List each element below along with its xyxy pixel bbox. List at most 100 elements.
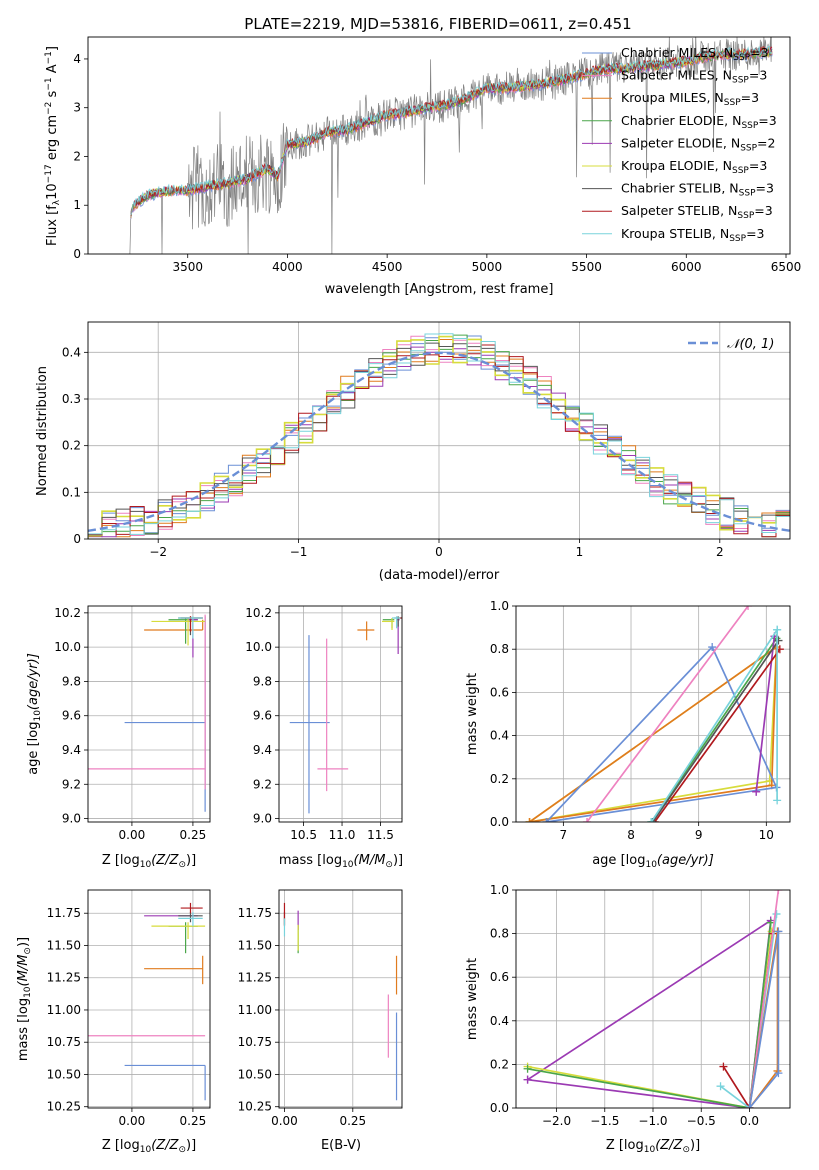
x-axis-label-part: 10 [342,860,354,870]
legend-n-label: , N [715,68,732,83]
x-tick-label: 3500 [172,260,203,274]
axes-frame [87,605,211,823]
y-tick-label: 11.00 [47,1003,81,1017]
plus-marker [752,787,761,796]
errorbar-point [144,955,204,985]
x-tick-label: 0.25 [339,1114,366,1128]
errorbar-point [357,621,375,641]
x-axis-label-part: Z [log [102,853,140,868]
model-spectrum-line [130,45,773,216]
axes-mass-vs-Z: 0.00 0.25 10.25 10.50 10.75 11.00 11.25 11.50 11… [16,889,211,1155]
axes-spectrum: 3500 4000 4500 5000 5500 6000 6500 0 1 2 3 4 Chabrie… [44,36,801,297]
y-tick-label: 11.75 [238,906,272,920]
x-axis-label-part: wavelength [Angstrom, rest frame] [325,282,554,297]
legend-entry: Chabrier ELODIE, NSSP=3 [621,113,777,131]
y-tick-label: 10.75 [47,1035,81,1049]
y-tick-label: 9.0 [62,812,81,826]
legend-n-label: , N [712,226,729,241]
legend-n-sub: SSP [739,189,756,199]
x-tick-label: 5500 [571,260,602,274]
y-axis-label-part: (age/yr)] [26,653,41,710]
plot-area [289,616,402,814]
y-tick-label: 0.8 [490,642,509,656]
x-axis-label-part: 10 [140,1145,152,1155]
legend-n-sub: SSP [729,234,746,244]
x-tick-label: 10.5 [290,828,317,842]
y-tick-label: 2 [73,149,81,163]
x-tick-label: 9 [695,828,703,842]
legend-entry: Salpeter STELIB, NSSP=3 [621,203,773,221]
legend-model: Kroupa ELODIE [621,158,715,173]
x-axis-label-part: )] [393,853,403,868]
plus-marker [774,636,783,645]
y-tick-label: 10.75 [238,1035,272,1049]
x-tick-label: −1 [290,545,308,559]
legend-n-label: , N [715,158,732,173]
x-axis-label-part: mass [log [279,853,342,868]
y-tick-label: 0.6 [490,685,509,699]
y-tick-label: 10.2 [245,606,272,620]
y-tick-label: 9.8 [62,674,81,688]
x-axis-label-part: (Z/Z [151,853,179,868]
plus-marker [773,625,782,634]
y-axis-label-part: )] [16,937,31,947]
legend-n-sub: SSP [737,211,754,221]
y-axis-label: mass weight [465,958,480,1040]
legend-n-label: , N [724,113,741,128]
model-spectrum-line [130,46,773,216]
histogram-step [88,344,790,539]
y-tick-label: 9.2 [253,777,272,791]
errorbar-point [289,635,330,814]
legend-entry: Kroupa STELIB, NSSP=3 [621,226,765,244]
y-tick-label: 0.0 [490,815,509,829]
y-tick-label: 0.4 [62,345,81,359]
y-axis-label: Flux [fλ10−17 erg cm−2 s−1 A−1] [44,46,62,246]
x-tick-label: 8 [627,828,635,842]
x-axis-label-part: (M/M [354,853,386,868]
legend-nssp: =3 [758,113,776,128]
errorbar-point [392,616,400,629]
x-tick-label: 0 [435,545,443,559]
y-tick-label: 0.2 [62,439,81,453]
legend-n-label: , N [716,45,733,60]
x-tick-label: 1 [576,545,584,559]
y-axis-label-part: ] [45,46,60,51]
axes-residuals: −2 −1 0 1 2 0 0.1 0.2 0.3 0.4 𝒩(0, 1) (data-model)/… [35,321,791,583]
axes-age-vs-Z: 0.00 0.259.09.29.49.69.810.010.2Z [log10(… [26,605,211,870]
x-tick-label: −1.0 [638,1114,667,1128]
weight-line [545,645,778,822]
y-tick-label: 10.50 [47,1067,81,1081]
plot-area [283,902,398,1101]
legend-model: Chabrier MILES [621,45,716,60]
legend-n-sub: SSP [724,98,741,108]
y-tick-label: 11.25 [47,971,81,985]
plot-area [88,902,206,1101]
x-tick-label: 10 [759,828,774,842]
legend-n-sub: SSP [740,143,757,153]
x-tick-label: 4000 [272,260,303,274]
weight-line [748,931,780,1108]
x-axis-label-part: 10 [140,860,152,870]
legend-model: Chabrier ELODIE [621,113,724,128]
x-axis-label-part: ⊙ [178,1145,186,1155]
errorbar-point [400,617,402,619]
x-tick-label: −2 [149,545,167,559]
plus-marker [716,1082,725,1091]
axes-frame [278,889,403,1109]
x-axis-label-part: ⊙ [682,1145,690,1155]
axes-frame [87,36,791,255]
axes-mass-vs-ebv: 0.00 0.25 10.25 10.50 10.75 11.00 11.25 11.50 11… [238,889,403,1153]
y-axis-label-part: A [45,64,60,77]
y-tick-label: 9.8 [253,674,272,688]
y-tick-label: 11.25 [238,971,272,985]
errorbar-point [151,922,206,940]
histogram-step [88,333,790,539]
y-tick-label: 10.25 [238,1100,272,1114]
y-axis-label-part: λ [52,199,62,205]
y-tick-label: 10.25 [47,1100,81,1114]
y-axis-label-part: ⊙ [23,947,33,955]
plus-marker [774,927,783,936]
axes-age-vs-mass: 10.5 11.0 11.5 9.0 9.2 9.4 9.6 9.8 10.0 10.2 mass … [245,605,403,870]
legend-nssp: =2 [757,135,775,150]
